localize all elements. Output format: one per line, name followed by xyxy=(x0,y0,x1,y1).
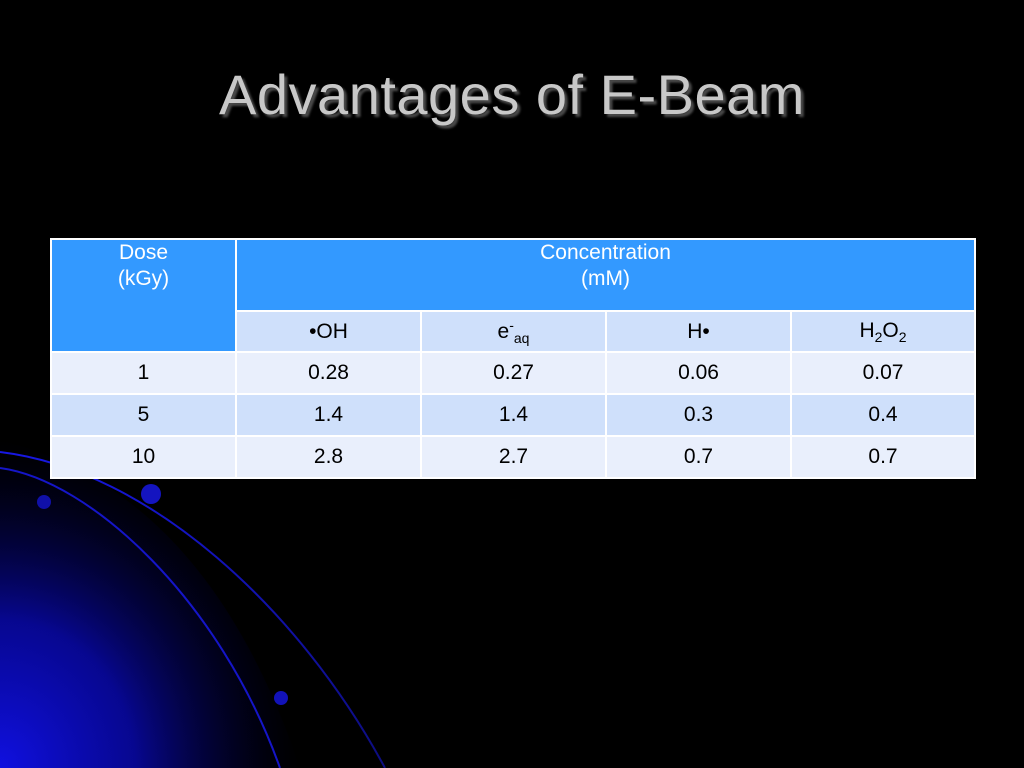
slide-title: Advantages of E-Beam xyxy=(219,63,805,126)
species-header-row: •OH e-aq H• H2O2 xyxy=(51,310,976,353)
dose-header-label: Dose xyxy=(118,241,169,264)
eaq-cell: 2.7 xyxy=(420,435,607,479)
dose-header: Dose (kGy) xyxy=(50,238,237,353)
species-h2o2-h: H xyxy=(859,318,875,342)
species-eaq-header: e-aq xyxy=(420,310,607,353)
species-eaq-sub: aq xyxy=(513,330,530,346)
table-row: 5 1.4 1.4 0.3 0.4 xyxy=(50,393,976,437)
oh-cell: 0.28 xyxy=(235,351,422,395)
swoosh-glow-area xyxy=(0,440,300,768)
species-oh-label: •OH xyxy=(309,319,348,343)
species-h2o2-sub1: 2 xyxy=(874,328,883,345)
h-cell: 0.7 xyxy=(605,435,792,479)
h2o2-cell: 0.4 xyxy=(790,393,976,437)
h2o2-cell: 0.7 xyxy=(790,435,976,479)
concentration-header-unit: (mM) xyxy=(581,267,630,290)
decor-dot-large xyxy=(141,484,161,504)
table-header-row: Dose (kGy) Concentration (mM) xyxy=(50,238,976,353)
species-h-label: H• xyxy=(687,319,710,343)
dose-cell: 1 xyxy=(50,351,237,395)
dose-cell: 5 xyxy=(50,393,237,437)
dose-cell: 10 xyxy=(50,435,237,479)
species-eaq-sup: - xyxy=(509,317,514,333)
eaq-cell: 1.4 xyxy=(420,393,607,437)
species-h-header: H• xyxy=(605,310,792,353)
species-h2o2-header: H2O2 xyxy=(790,310,976,353)
radical-concentration-table: Dose (kGy) Concentration (mM) •OH e-aq H… xyxy=(50,238,976,479)
oh-cell: 1.4 xyxy=(235,393,422,437)
decor-dot-small xyxy=(37,495,51,509)
species-eaq-base: e xyxy=(497,320,510,343)
concentration-header-label: Concentration xyxy=(540,241,671,264)
h-cell: 0.3 xyxy=(605,393,792,437)
swoosh-arc-inner xyxy=(0,467,281,768)
dose-header-unit: (kGy) xyxy=(117,267,170,290)
table-row: 1 0.28 0.27 0.06 0.07 xyxy=(50,351,976,395)
species-h2o2-o: O xyxy=(882,318,899,342)
oh-cell: 2.8 xyxy=(235,435,422,479)
h-cell: 0.06 xyxy=(605,351,792,395)
species-oh-header: •OH xyxy=(235,310,422,353)
decor-dot-bottom xyxy=(274,691,288,705)
eaq-cell: 0.27 xyxy=(420,351,607,395)
concentration-header: Concentration (mM) xyxy=(235,238,976,312)
table-row: 10 2.8 2.7 0.7 0.7 xyxy=(50,435,976,479)
h2o2-cell: 0.07 xyxy=(790,351,976,395)
species-h2o2-sub2: 2 xyxy=(898,328,907,345)
